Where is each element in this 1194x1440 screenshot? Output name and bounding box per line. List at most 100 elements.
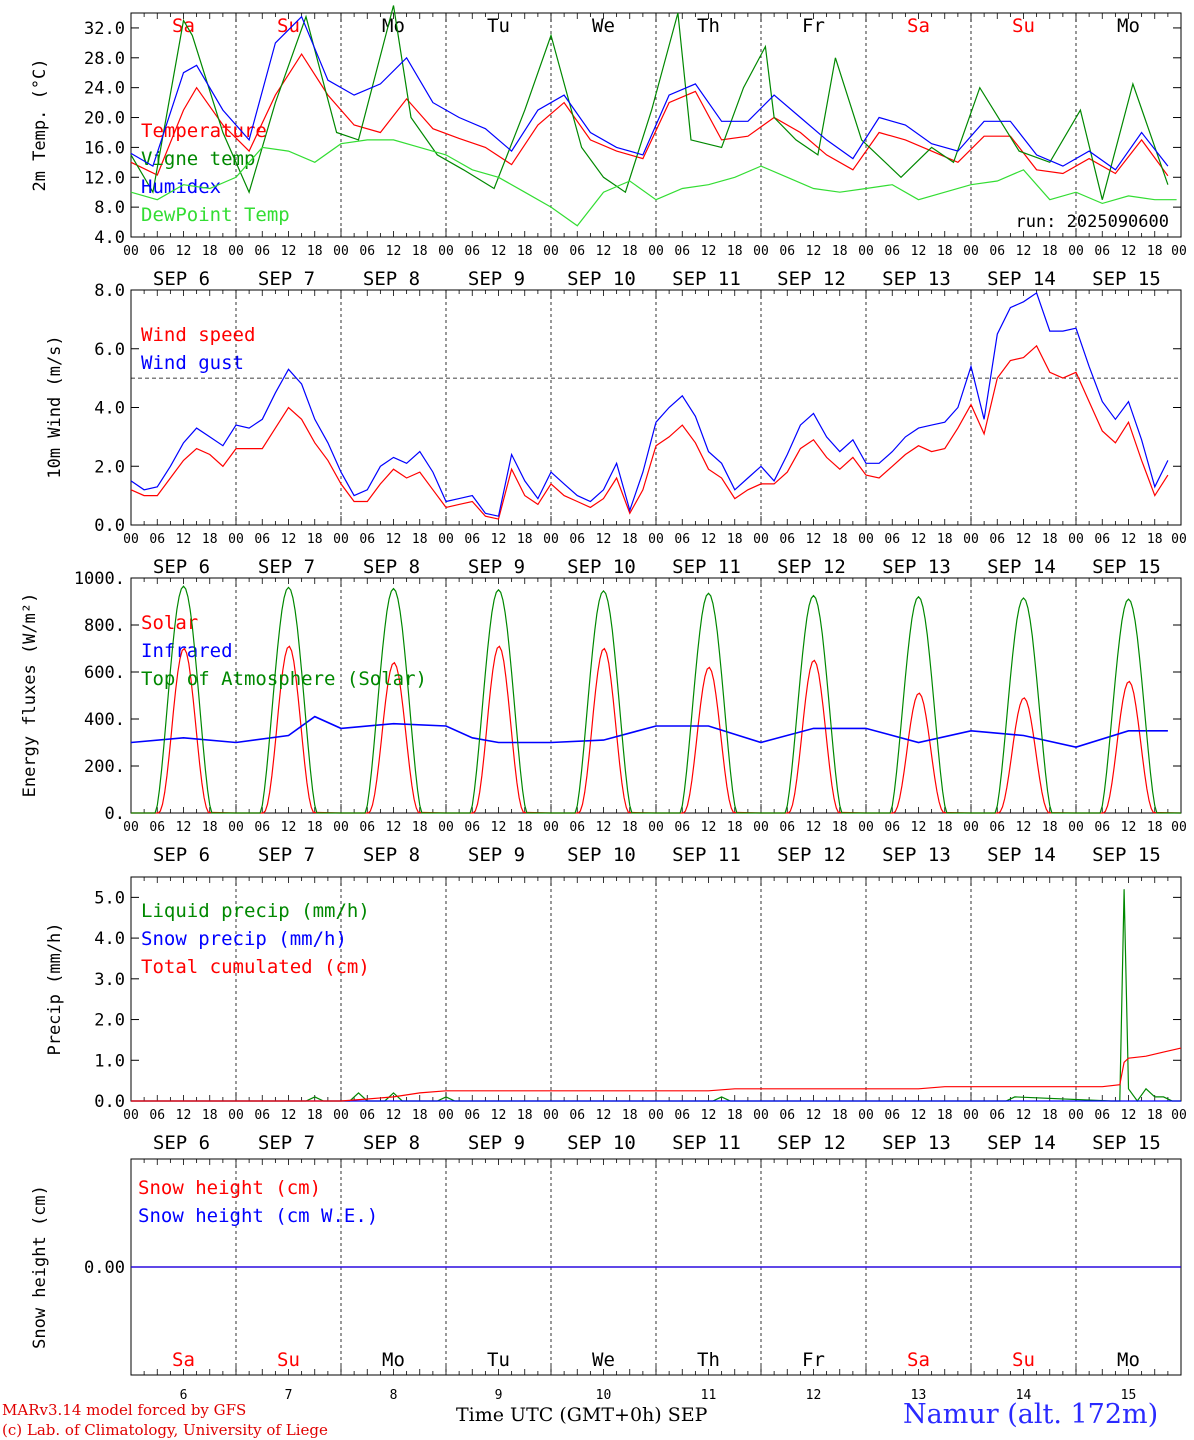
- y-tick-label: 0.0: [94, 1092, 125, 1112]
- hour-tick-label: 06: [1094, 820, 1110, 835]
- hour-tick-label: 18: [517, 1108, 533, 1123]
- weekday-label: Su: [1012, 15, 1035, 37]
- hour-tick-label: 18: [202, 820, 218, 835]
- hour-tick-label: 06: [254, 244, 270, 259]
- hour-tick-label: 18: [622, 244, 638, 259]
- date-label: SEP 10: [567, 268, 636, 290]
- y-tick-label: 3.0: [94, 970, 125, 990]
- weekday-label: Sa: [172, 15, 195, 37]
- hour-tick-label: 00: [1171, 820, 1187, 835]
- date-label: SEP 8: [363, 1132, 420, 1154]
- day-number-label: 12: [806, 1388, 822, 1403]
- date-label: SEP 13: [882, 1132, 951, 1154]
- hour-tick-label: 06: [464, 532, 480, 547]
- hour-tick-label: 12: [806, 820, 822, 835]
- hour-tick-label: 12: [386, 1108, 402, 1123]
- hour-tick-label: 06: [359, 820, 375, 835]
- date-label: SEP 7: [258, 1132, 315, 1154]
- hour-tick-label: 12: [596, 532, 612, 547]
- hour-tick-label: 00: [333, 820, 349, 835]
- date-label: SEP 8: [363, 844, 420, 866]
- run-label: run: 2025090600: [1015, 212, 1169, 232]
- series-line-dewpoint-temp: [130, 139, 1177, 227]
- y-axis-label: Precip (mm/h): [45, 922, 65, 1055]
- weekday-label: We: [592, 1349, 615, 1371]
- hour-tick-label: 18: [202, 1108, 218, 1123]
- hour-tick-label: 18: [202, 244, 218, 259]
- hour-tick-label: 18: [832, 1108, 848, 1123]
- y-tick-label: 32.0: [84, 19, 125, 39]
- legend-entry: Temperature: [141, 120, 267, 142]
- hour-tick-label: 18: [1147, 532, 1163, 547]
- date-label: SEP 11: [672, 556, 741, 578]
- hour-tick-label: 12: [491, 1108, 507, 1123]
- hour-tick-label: 06: [779, 1108, 795, 1123]
- hour-tick-label: 00: [438, 1108, 454, 1123]
- hour-tick-label: 18: [937, 244, 953, 259]
- date-label: SEP 9: [468, 1132, 525, 1154]
- hour-tick-label: 12: [911, 1108, 927, 1123]
- hour-tick-label: 06: [779, 820, 795, 835]
- series-line-humidex: [130, 15, 1169, 171]
- y-tick-label: 20.0: [84, 109, 125, 129]
- y-axis-label: Energy fluxes (W/m²): [20, 593, 40, 798]
- hour-tick-label: 12: [911, 532, 927, 547]
- y-tick-label: 24.0: [84, 79, 125, 99]
- hour-tick-label: 12: [386, 820, 402, 835]
- legend-entry: Snow height (cm W.E.): [138, 1205, 378, 1227]
- series-line-vigne-temp: [130, 5, 1169, 200]
- date-label: SEP 6: [153, 268, 210, 290]
- hour-tick-label: 12: [491, 244, 507, 259]
- hour-tick-label: 12: [281, 532, 297, 547]
- y-tick-label: 28.0: [84, 49, 125, 69]
- x-axis-title: Time UTC (GMT+0h) SEP: [456, 1404, 707, 1426]
- legend-entry: Humidex: [141, 176, 221, 198]
- hour-tick-label: 12: [491, 532, 507, 547]
- hour-tick-label: 06: [254, 820, 270, 835]
- hour-tick-label: 00: [543, 244, 559, 259]
- weekday-label: Mo: [382, 1349, 405, 1371]
- date-label: SEP 15: [1092, 268, 1161, 290]
- legend-entry: Snow height (cm): [138, 1177, 321, 1199]
- hour-tick-label: 12: [596, 1108, 612, 1123]
- series-line-total-cumulated-cm-: [131, 1047, 1182, 1102]
- hour-tick-label: 00: [123, 1108, 139, 1123]
- y-tick-label: 600.: [84, 663, 125, 683]
- date-label: SEP 12: [777, 1132, 846, 1154]
- weekday-label: Sa: [907, 1349, 930, 1371]
- hour-tick-label: 06: [359, 532, 375, 547]
- hour-tick-label: 12: [1121, 532, 1137, 547]
- hour-tick-label: 00: [858, 820, 874, 835]
- legend-entry: Infrared: [141, 640, 233, 662]
- y-tick-label: 4.0: [94, 929, 125, 949]
- hour-tick-label: 12: [281, 820, 297, 835]
- legend-entry: DewPoint Temp: [141, 204, 290, 226]
- hour-tick-label: 12: [176, 1108, 192, 1123]
- y-tick-label: 200.: [84, 757, 125, 777]
- hour-tick-label: 18: [307, 244, 323, 259]
- date-label: SEP 11: [672, 1132, 741, 1154]
- y-tick-label: 1000.: [74, 569, 125, 589]
- hour-tick-label: 00: [963, 1108, 979, 1123]
- date-label: SEP 8: [363, 556, 420, 578]
- date-label: SEP 15: [1092, 1132, 1161, 1154]
- y-tick-label: 8.0: [94, 281, 125, 301]
- date-label: SEP 6: [153, 556, 210, 578]
- hour-tick-label: 00: [648, 1108, 664, 1123]
- hour-tick-label: 00: [1171, 532, 1187, 547]
- hour-tick-label: 18: [832, 820, 848, 835]
- y-tick-label: 5.0: [94, 888, 125, 908]
- hour-tick-label: 12: [1016, 1108, 1032, 1123]
- hour-tick-label: 18: [937, 532, 953, 547]
- hour-tick-label: 00: [123, 820, 139, 835]
- hour-tick-label: 12: [701, 244, 717, 259]
- y-tick-label: 6.0: [94, 340, 125, 360]
- hour-tick-label: 12: [386, 532, 402, 547]
- date-label: SEP 6: [153, 844, 210, 866]
- hour-tick-label: 00: [858, 532, 874, 547]
- y-tick-label: 4.0: [94, 228, 125, 248]
- hour-tick-label: 12: [806, 532, 822, 547]
- date-label: SEP 12: [777, 844, 846, 866]
- hour-tick-label: 00: [753, 532, 769, 547]
- date-label: SEP 10: [567, 556, 636, 578]
